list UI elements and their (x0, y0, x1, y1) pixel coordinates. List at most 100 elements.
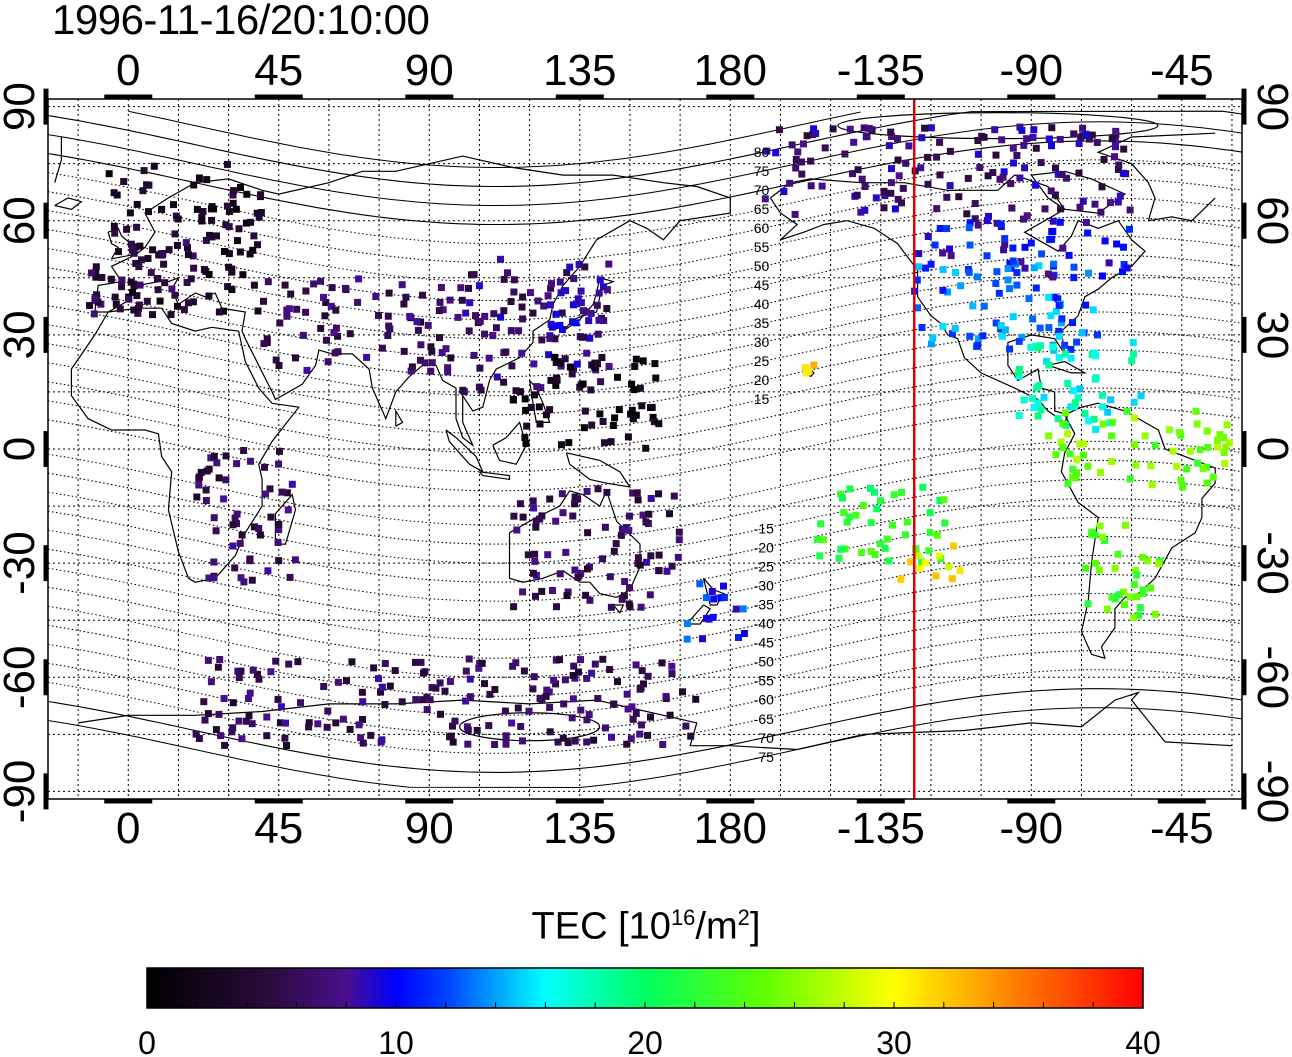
tec-point (1119, 169, 1127, 177)
tec-point (939, 322, 947, 330)
tec-point (1120, 243, 1127, 251)
tec-point (933, 205, 941, 213)
tec-point (710, 595, 718, 603)
tec-point (150, 162, 158, 170)
tec-point (585, 317, 593, 325)
tec-point (952, 269, 959, 276)
x-tick-label-top: -90 (999, 46, 1063, 95)
tec-point (466, 693, 474, 701)
magnetic-latitude-label: 15 (754, 391, 770, 407)
tec-point (481, 680, 488, 688)
tec-point (125, 295, 133, 303)
tec-point (971, 200, 979, 207)
tec-point (1088, 531, 1096, 538)
tec-point (355, 275, 363, 283)
tec-point (913, 276, 921, 284)
tec-point (216, 656, 224, 663)
magnetic-latitude-label: 25 (754, 353, 770, 369)
tec-point (1001, 240, 1009, 248)
tec-point (655, 490, 662, 498)
tec-point (221, 741, 229, 749)
tec-point (234, 237, 241, 245)
tec-point (1006, 285, 1014, 293)
tec-point (552, 680, 560, 688)
tec-point (586, 334, 594, 342)
tec-point (199, 208, 207, 215)
tec-point (215, 710, 223, 718)
tec-point (490, 310, 498, 318)
tec-point (346, 725, 354, 733)
tec-point (1015, 412, 1023, 419)
magnetic-latitude-line (48, 121, 1242, 206)
tec-point (189, 298, 197, 306)
tec-point (963, 210, 971, 218)
tec-point (568, 370, 576, 378)
tec-point (898, 489, 905, 496)
frame-ticks (43, 88, 1247, 810)
magnetic-latitude-line (48, 216, 1242, 302)
tec-point (552, 359, 560, 366)
tec-point (935, 552, 943, 560)
tec-point (810, 125, 818, 133)
tec-point (229, 199, 237, 207)
tec-point (1144, 557, 1152, 565)
tec-point (562, 287, 570, 295)
tec-point (118, 283, 126, 291)
magnetic-latitude-label: -45 (754, 635, 774, 651)
tec-point (551, 335, 559, 343)
x-tick-label-top: 90 (405, 46, 454, 95)
tec-point (262, 490, 269, 498)
tec-point (1098, 183, 1106, 191)
tec-point (1204, 443, 1212, 451)
tec-point (1135, 611, 1143, 619)
tec-point (888, 521, 896, 529)
tec-point (127, 278, 135, 286)
tec-point (584, 529, 592, 537)
tec-point (859, 502, 867, 509)
tec-point (257, 191, 265, 199)
tec-point (254, 670, 261, 678)
magnetic-latitude-label: -15 (754, 521, 774, 537)
tec-point (355, 721, 363, 729)
tec-point (699, 635, 706, 643)
tec-point (485, 354, 493, 362)
tec-point (624, 433, 632, 441)
tec-point (198, 217, 206, 225)
tec-point (989, 169, 997, 176)
tec-point (133, 200, 141, 208)
tec-point (552, 310, 560, 318)
tec-point (649, 413, 657, 421)
tec-point (1116, 192, 1124, 200)
tec-point (1100, 156, 1108, 163)
tec-point (919, 483, 927, 491)
magnetic-latitude-line (48, 292, 1242, 378)
tec-point (263, 732, 271, 740)
tec-point (561, 355, 569, 363)
tec-point (1013, 152, 1021, 159)
tec-point (436, 679, 444, 687)
coastline (54, 132, 1216, 222)
tec-point (1023, 212, 1031, 220)
tec-point (322, 299, 330, 306)
tec-point (969, 302, 977, 310)
tec-point (202, 497, 210, 504)
tec-point (202, 486, 210, 494)
tec-point (508, 362, 516, 370)
tec-point (283, 742, 290, 749)
tec-point (974, 150, 982, 158)
tec-point (570, 275, 578, 283)
tec-point (927, 124, 935, 132)
tec-point (1065, 251, 1073, 259)
tec-point (912, 545, 919, 553)
tec-point (233, 460, 241, 468)
tec-point (903, 518, 911, 526)
tec-point (135, 301, 143, 309)
tec-point (894, 156, 902, 164)
y-tick-label-left: 90 (0, 82, 44, 131)
tec-point (570, 662, 578, 670)
tec-point (1221, 460, 1229, 468)
magnetic-latitude-label: -35 (754, 597, 774, 613)
tec-point (992, 280, 1000, 287)
tec-point (655, 551, 663, 559)
tec-point (740, 630, 748, 637)
